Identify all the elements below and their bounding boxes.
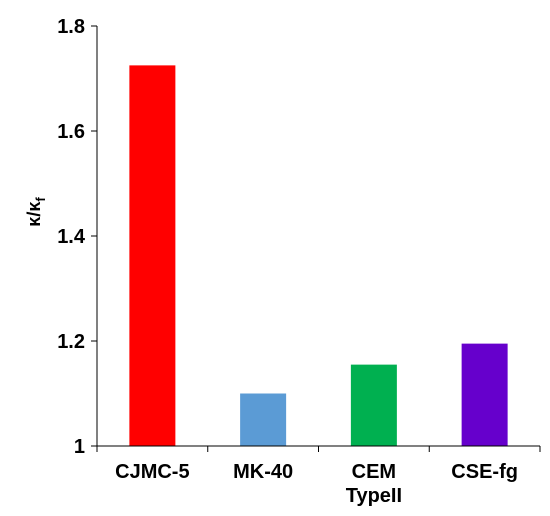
x-category-label: CSE-fg — [451, 461, 518, 483]
x-category-label: CEM — [352, 461, 396, 483]
y-tick-label: 1.4 — [57, 226, 86, 248]
y-tick-label: 1.8 — [57, 16, 85, 38]
x-category-label: TypeII — [346, 485, 402, 507]
x-category-label: MK-40 — [233, 461, 293, 483]
bar — [240, 393, 287, 446]
y-axis-label: κ/κf — [24, 197, 48, 227]
y-ticks: 1 1.2 1.4 1.6 1.8 — [57, 16, 97, 458]
x-category-label: CJMC-5 — [115, 461, 189, 483]
y-tick-label: 1 — [74, 436, 85, 458]
bar — [461, 343, 508, 446]
y-axis-label-main: κ/κ — [24, 201, 44, 227]
y-tick-label: 1.2 — [57, 331, 85, 353]
bar — [350, 364, 397, 446]
y-axis-label-subscript: f — [33, 197, 48, 202]
bar — [129, 65, 176, 446]
bars — [129, 65, 508, 446]
y-tick-label: 1.6 — [57, 121, 85, 143]
